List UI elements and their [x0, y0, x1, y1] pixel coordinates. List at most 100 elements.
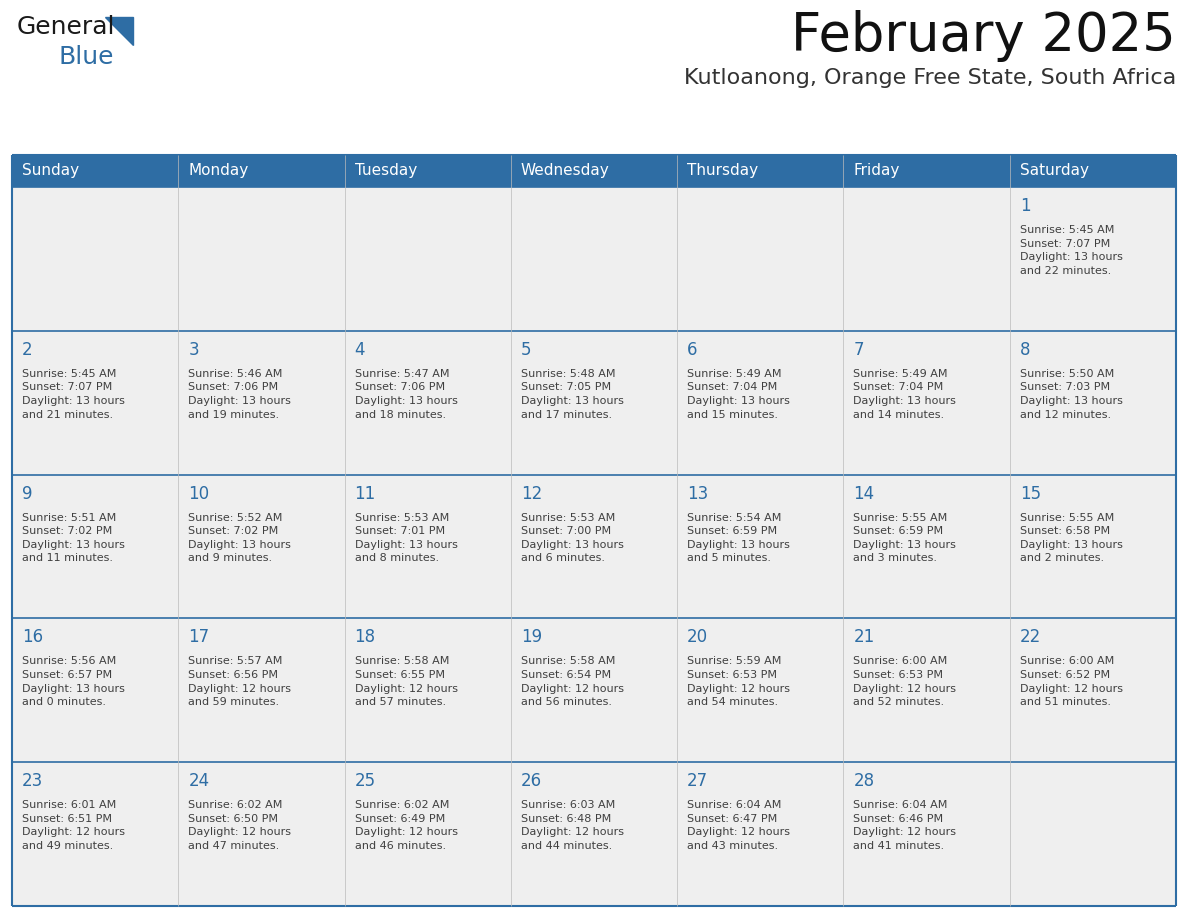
Text: 11: 11 — [354, 485, 375, 502]
Bar — [1010, 330, 1176, 475]
Bar — [511, 619, 677, 762]
Text: Sunrise: 6:02 AM
Sunset: 6:49 PM
Daylight: 12 hours
and 46 minutes.: Sunrise: 6:02 AM Sunset: 6:49 PM Dayligh… — [354, 800, 457, 851]
Text: Sunrise: 6:00 AM
Sunset: 6:53 PM
Daylight: 12 hours
and 52 minutes.: Sunrise: 6:00 AM Sunset: 6:53 PM Dayligh… — [853, 656, 956, 707]
Text: 16: 16 — [23, 629, 43, 646]
Text: 25: 25 — [354, 772, 375, 790]
Text: 28: 28 — [853, 772, 874, 790]
Bar — [677, 475, 843, 619]
Bar — [12, 475, 178, 619]
Text: 27: 27 — [687, 772, 708, 790]
Bar — [843, 187, 1010, 330]
Bar — [1010, 155, 1176, 187]
Text: Sunrise: 5:45 AM
Sunset: 7:07 PM
Daylight: 13 hours
and 22 minutes.: Sunrise: 5:45 AM Sunset: 7:07 PM Dayligh… — [1019, 225, 1123, 275]
Text: 2: 2 — [23, 341, 32, 359]
Bar — [12, 187, 178, 330]
Text: Kutloanong, Orange Free State, South Africa: Kutloanong, Orange Free State, South Afr… — [684, 68, 1176, 88]
Bar — [345, 155, 511, 187]
Text: Sunrise: 5:49 AM
Sunset: 7:04 PM
Daylight: 13 hours
and 14 minutes.: Sunrise: 5:49 AM Sunset: 7:04 PM Dayligh… — [853, 369, 956, 420]
Text: 8: 8 — [1019, 341, 1030, 359]
Bar — [178, 330, 345, 475]
Text: February 2025: February 2025 — [791, 10, 1176, 62]
Text: 3: 3 — [188, 341, 198, 359]
Text: 20: 20 — [687, 629, 708, 646]
Text: Sunrise: 5:57 AM
Sunset: 6:56 PM
Daylight: 12 hours
and 59 minutes.: Sunrise: 5:57 AM Sunset: 6:56 PM Dayligh… — [188, 656, 291, 707]
Text: Sunrise: 5:55 AM
Sunset: 6:58 PM
Daylight: 13 hours
and 2 minutes.: Sunrise: 5:55 AM Sunset: 6:58 PM Dayligh… — [1019, 512, 1123, 564]
Text: Blue: Blue — [59, 45, 114, 69]
Bar — [511, 475, 677, 619]
Text: Sunrise: 5:53 AM
Sunset: 7:01 PM
Daylight: 13 hours
and 8 minutes.: Sunrise: 5:53 AM Sunset: 7:01 PM Dayligh… — [354, 512, 457, 564]
Bar — [843, 330, 1010, 475]
Text: 26: 26 — [520, 772, 542, 790]
Text: Thursday: Thursday — [687, 163, 758, 178]
Text: General: General — [17, 15, 115, 39]
Bar — [178, 475, 345, 619]
Text: 4: 4 — [354, 341, 365, 359]
Bar — [1010, 187, 1176, 330]
Text: 18: 18 — [354, 629, 375, 646]
Bar — [12, 330, 178, 475]
Text: Sunrise: 5:47 AM
Sunset: 7:06 PM
Daylight: 13 hours
and 18 minutes.: Sunrise: 5:47 AM Sunset: 7:06 PM Dayligh… — [354, 369, 457, 420]
Bar — [843, 619, 1010, 762]
Bar — [1010, 475, 1176, 619]
Text: Sunrise: 6:04 AM
Sunset: 6:46 PM
Daylight: 12 hours
and 41 minutes.: Sunrise: 6:04 AM Sunset: 6:46 PM Dayligh… — [853, 800, 956, 851]
Text: Monday: Monday — [188, 163, 248, 178]
Text: Sunrise: 5:59 AM
Sunset: 6:53 PM
Daylight: 12 hours
and 54 minutes.: Sunrise: 5:59 AM Sunset: 6:53 PM Dayligh… — [687, 656, 790, 707]
Text: Sunrise: 5:49 AM
Sunset: 7:04 PM
Daylight: 13 hours
and 15 minutes.: Sunrise: 5:49 AM Sunset: 7:04 PM Dayligh… — [687, 369, 790, 420]
Text: Sunrise: 5:58 AM
Sunset: 6:54 PM
Daylight: 12 hours
and 56 minutes.: Sunrise: 5:58 AM Sunset: 6:54 PM Dayligh… — [520, 656, 624, 707]
Text: 12: 12 — [520, 485, 542, 502]
Text: Sunrise: 5:46 AM
Sunset: 7:06 PM
Daylight: 13 hours
and 19 minutes.: Sunrise: 5:46 AM Sunset: 7:06 PM Dayligh… — [188, 369, 291, 420]
Text: Sunrise: 5:54 AM
Sunset: 6:59 PM
Daylight: 13 hours
and 5 minutes.: Sunrise: 5:54 AM Sunset: 6:59 PM Dayligh… — [687, 512, 790, 564]
Bar — [511, 155, 677, 187]
Bar — [12, 619, 178, 762]
Text: 19: 19 — [520, 629, 542, 646]
Text: 9: 9 — [23, 485, 32, 502]
Bar — [345, 187, 511, 330]
Bar — [178, 619, 345, 762]
Text: Sunrise: 6:01 AM
Sunset: 6:51 PM
Daylight: 12 hours
and 49 minutes.: Sunrise: 6:01 AM Sunset: 6:51 PM Dayligh… — [23, 800, 125, 851]
Bar — [345, 330, 511, 475]
Bar — [677, 330, 843, 475]
Bar — [12, 155, 178, 187]
Bar — [1010, 762, 1176, 906]
Text: Sunrise: 6:00 AM
Sunset: 6:52 PM
Daylight: 12 hours
and 51 minutes.: Sunrise: 6:00 AM Sunset: 6:52 PM Dayligh… — [1019, 656, 1123, 707]
Bar — [345, 762, 511, 906]
Bar — [178, 762, 345, 906]
Bar — [677, 187, 843, 330]
Text: Sunrise: 5:53 AM
Sunset: 7:00 PM
Daylight: 13 hours
and 6 minutes.: Sunrise: 5:53 AM Sunset: 7:00 PM Dayligh… — [520, 512, 624, 564]
Text: 13: 13 — [687, 485, 708, 502]
Bar — [843, 762, 1010, 906]
Text: 23: 23 — [23, 772, 43, 790]
Text: Sunrise: 5:52 AM
Sunset: 7:02 PM
Daylight: 13 hours
and 9 minutes.: Sunrise: 5:52 AM Sunset: 7:02 PM Dayligh… — [188, 512, 291, 564]
Bar — [843, 475, 1010, 619]
Text: 22: 22 — [1019, 629, 1041, 646]
Text: Saturday: Saturday — [1019, 163, 1088, 178]
Text: Sunrise: 6:04 AM
Sunset: 6:47 PM
Daylight: 12 hours
and 43 minutes.: Sunrise: 6:04 AM Sunset: 6:47 PM Dayligh… — [687, 800, 790, 851]
Text: Sunrise: 5:56 AM
Sunset: 6:57 PM
Daylight: 13 hours
and 0 minutes.: Sunrise: 5:56 AM Sunset: 6:57 PM Dayligh… — [23, 656, 125, 707]
Text: 15: 15 — [1019, 485, 1041, 502]
Bar — [345, 475, 511, 619]
Text: Sunrise: 5:48 AM
Sunset: 7:05 PM
Daylight: 13 hours
and 17 minutes.: Sunrise: 5:48 AM Sunset: 7:05 PM Dayligh… — [520, 369, 624, 420]
Text: 21: 21 — [853, 629, 874, 646]
Text: 5: 5 — [520, 341, 531, 359]
Bar — [178, 187, 345, 330]
Text: Sunrise: 5:51 AM
Sunset: 7:02 PM
Daylight: 13 hours
and 11 minutes.: Sunrise: 5:51 AM Sunset: 7:02 PM Dayligh… — [23, 512, 125, 564]
Bar — [511, 762, 677, 906]
Bar — [12, 762, 178, 906]
Bar — [843, 155, 1010, 187]
Bar — [677, 762, 843, 906]
Text: Sunday: Sunday — [23, 163, 80, 178]
Polygon shape — [105, 17, 133, 45]
Bar — [345, 619, 511, 762]
Bar — [677, 155, 843, 187]
Text: Tuesday: Tuesday — [354, 163, 417, 178]
Bar — [677, 619, 843, 762]
Text: Sunrise: 5:58 AM
Sunset: 6:55 PM
Daylight: 12 hours
and 57 minutes.: Sunrise: 5:58 AM Sunset: 6:55 PM Dayligh… — [354, 656, 457, 707]
Text: 7: 7 — [853, 341, 864, 359]
Bar — [511, 330, 677, 475]
Text: 10: 10 — [188, 485, 209, 502]
Text: Friday: Friday — [853, 163, 899, 178]
Bar — [511, 187, 677, 330]
Text: Sunrise: 6:03 AM
Sunset: 6:48 PM
Daylight: 12 hours
and 44 minutes.: Sunrise: 6:03 AM Sunset: 6:48 PM Dayligh… — [520, 800, 624, 851]
Text: Sunrise: 5:50 AM
Sunset: 7:03 PM
Daylight: 13 hours
and 12 minutes.: Sunrise: 5:50 AM Sunset: 7:03 PM Dayligh… — [1019, 369, 1123, 420]
Text: 24: 24 — [188, 772, 209, 790]
